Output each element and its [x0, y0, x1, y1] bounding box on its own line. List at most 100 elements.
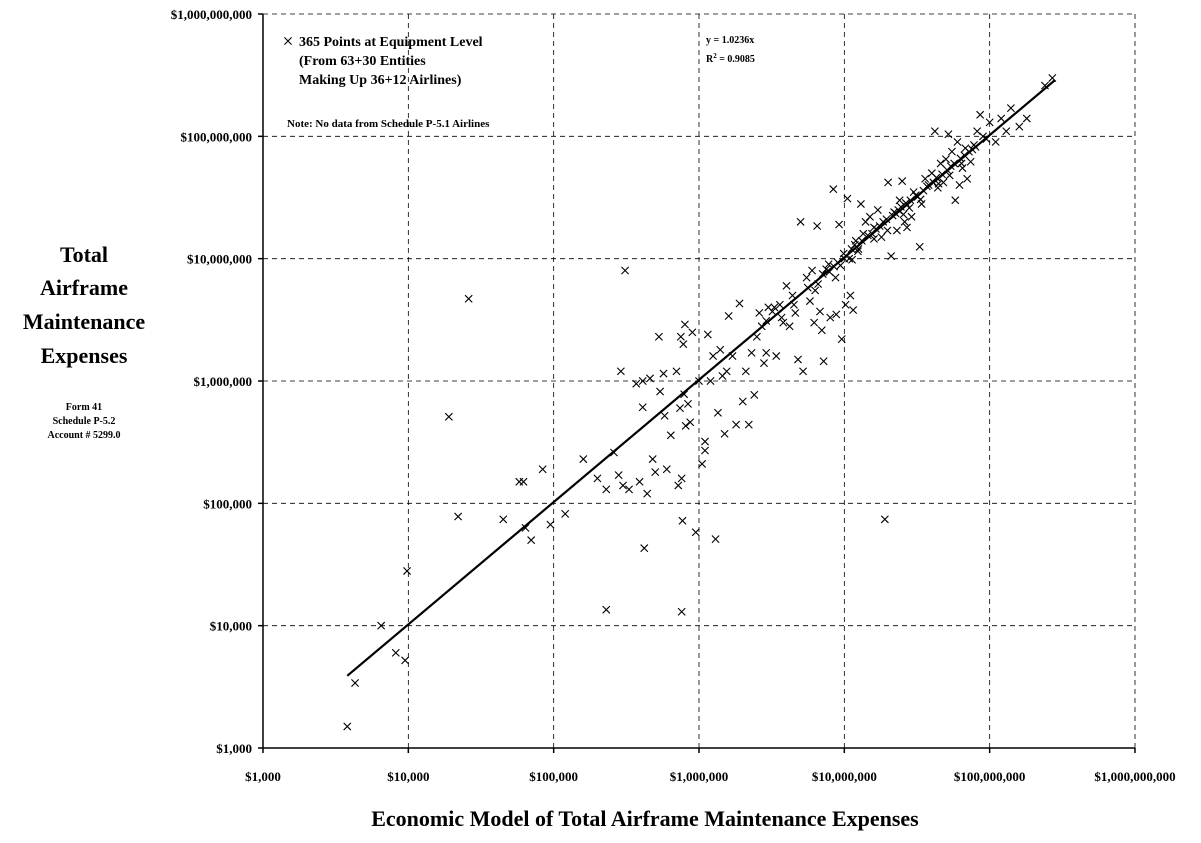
- data-point: [782, 281, 791, 290]
- data-point: [843, 194, 852, 203]
- data-point: [770, 303, 779, 312]
- data-point: [846, 291, 855, 300]
- data-point: [757, 322, 766, 331]
- x-axis-title: Economic Model of Total Airframe Mainten…: [371, 806, 919, 831]
- data-point: [720, 429, 729, 438]
- data-point: [698, 459, 707, 468]
- data-point: [706, 377, 715, 385]
- data-point: [454, 512, 463, 521]
- data-point: [676, 332, 685, 341]
- data-point: [701, 437, 710, 446]
- data-point: [680, 320, 689, 329]
- data-point: [716, 345, 725, 354]
- data-point: [960, 151, 969, 160]
- data-point: [863, 231, 872, 240]
- data-point: [1006, 104, 1015, 113]
- y-axis-note-line-1: Form 41: [66, 402, 102, 413]
- data-point: [762, 348, 771, 357]
- data-point: [789, 300, 798, 309]
- y-tick-label: $1,000,000: [194, 374, 253, 389]
- x-tick-label: $100,000,000: [954, 769, 1026, 784]
- data-point: [794, 355, 802, 364]
- data-point: [832, 310, 841, 319]
- data-point: [527, 536, 536, 545]
- data-point: [985, 118, 994, 127]
- data-point: [648, 455, 657, 464]
- data-point: [808, 266, 817, 275]
- data-point: [884, 178, 893, 187]
- trendline-equation: y = 1.0236x: [706, 35, 754, 46]
- y-tick-labels: $1,000 $10,000 $100,000 $1,000,000 $10,000,0…: [171, 7, 252, 756]
- y-tick-label: $100,000: [203, 496, 252, 511]
- data-point: [963, 174, 972, 183]
- data-point: [695, 377, 703, 385]
- data-point: [836, 261, 845, 270]
- data-point: [709, 352, 718, 361]
- data-point: [680, 390, 689, 399]
- data-point: [640, 544, 649, 553]
- data-point: [343, 722, 352, 731]
- data-points: [343, 73, 1057, 731]
- data-point: [953, 137, 962, 146]
- data-point: [499, 515, 508, 524]
- data-point: [853, 247, 862, 256]
- data-point: [762, 316, 771, 325]
- data-point: [676, 404, 684, 413]
- legend: 365 Points at Equipment Level (From 63+3…: [284, 35, 483, 88]
- data-point: [722, 367, 731, 376]
- x-tick-label: $1,000,000: [670, 769, 729, 784]
- data-point: [779, 318, 788, 327]
- data-point: [898, 177, 907, 186]
- data-point: [799, 367, 808, 376]
- data-point: [686, 418, 695, 427]
- data-point: [401, 656, 410, 665]
- data-point: [929, 178, 938, 187]
- data-point: [845, 254, 854, 263]
- data-point: [796, 217, 805, 226]
- y-axis-title-line-1: Total: [60, 242, 108, 267]
- data-point: [750, 390, 759, 399]
- data-point: [944, 130, 953, 139]
- data-point: [728, 352, 737, 361]
- data-point: [813, 221, 822, 230]
- data-point: [892, 226, 901, 235]
- data-point: [677, 474, 686, 483]
- data-point: [755, 308, 764, 317]
- data-point: [882, 215, 891, 224]
- data-point: [674, 481, 683, 490]
- data-point: [678, 516, 687, 525]
- data-point: [703, 330, 712, 339]
- data-point: [785, 322, 794, 331]
- data-point: [899, 210, 908, 219]
- data-point: [814, 280, 823, 289]
- data-point: [444, 412, 453, 421]
- data-point: [922, 182, 931, 191]
- data-point: [351, 678, 360, 687]
- y-tick-label: $10,000: [210, 619, 252, 634]
- data-point: [621, 266, 630, 275]
- y-tick-label: $1,000,000,000: [171, 7, 252, 22]
- data-point: [677, 607, 686, 616]
- data-point: [887, 252, 896, 261]
- data-point: [788, 291, 797, 300]
- data-point: [856, 199, 865, 208]
- data-point: [635, 477, 644, 486]
- data-point: [903, 223, 912, 232]
- data-point: [991, 137, 1000, 146]
- data-point: [819, 357, 828, 366]
- data-point: [945, 171, 954, 180]
- data-point: [561, 509, 570, 518]
- trendline-r-squared: R2 = 0.9085: [706, 52, 755, 65]
- x-tick-label: $1,000,000,000: [1094, 769, 1175, 784]
- axes: [258, 13, 1136, 753]
- data-point: [672, 367, 681, 376]
- data-point: [519, 477, 528, 486]
- data-point: [971, 142, 980, 151]
- data-point: [1040, 81, 1049, 90]
- data-point: [391, 648, 400, 657]
- data-point: [837, 335, 846, 344]
- data-point: [732, 420, 741, 429]
- data-point: [638, 377, 647, 385]
- data-point: [824, 260, 833, 269]
